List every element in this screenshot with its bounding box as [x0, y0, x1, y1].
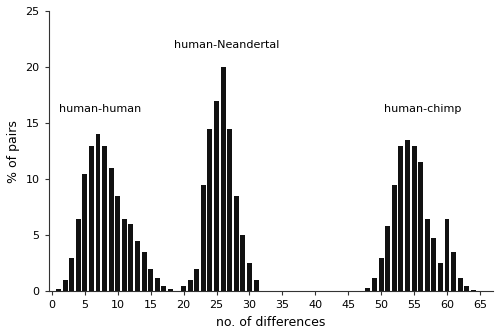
Bar — [201, 185, 206, 291]
Bar — [89, 145, 94, 291]
Bar — [122, 218, 127, 291]
Bar — [220, 67, 226, 291]
Bar — [188, 280, 192, 291]
Y-axis label: % of pairs: % of pairs — [7, 120, 20, 183]
Text: human-Neandertal: human-Neandertal — [174, 40, 279, 50]
Bar — [392, 185, 397, 291]
Bar — [168, 289, 173, 291]
Bar — [227, 129, 232, 291]
Bar — [412, 145, 416, 291]
Bar — [128, 224, 134, 291]
Bar — [385, 226, 390, 291]
Bar — [76, 218, 80, 291]
Bar — [405, 140, 410, 291]
Bar — [240, 235, 246, 291]
Text: human-chimp: human-chimp — [384, 104, 462, 114]
Bar — [56, 289, 61, 291]
Bar — [471, 290, 476, 291]
Bar — [62, 280, 68, 291]
Bar — [247, 263, 252, 291]
Bar — [82, 174, 87, 291]
Bar — [102, 145, 107, 291]
Bar — [96, 134, 100, 291]
Bar — [181, 286, 186, 291]
Bar — [378, 258, 384, 291]
Bar — [451, 252, 456, 291]
Bar — [116, 196, 120, 291]
Bar — [464, 286, 469, 291]
Bar — [458, 278, 462, 291]
Bar — [155, 278, 160, 291]
Bar — [438, 263, 443, 291]
Bar — [214, 101, 219, 291]
Bar — [162, 286, 166, 291]
Bar — [148, 269, 153, 291]
Bar — [254, 280, 258, 291]
Bar — [424, 218, 430, 291]
Bar — [398, 145, 404, 291]
Bar — [432, 238, 436, 291]
Bar — [418, 162, 423, 291]
X-axis label: no. of differences: no. of differences — [216, 316, 326, 329]
Bar — [366, 288, 370, 291]
Bar — [108, 168, 114, 291]
Bar — [135, 241, 140, 291]
Text: human-human: human-human — [58, 104, 141, 114]
Bar — [234, 196, 239, 291]
Bar — [69, 258, 74, 291]
Bar — [444, 218, 450, 291]
Bar — [142, 252, 146, 291]
Bar — [208, 129, 212, 291]
Bar — [372, 278, 377, 291]
Bar — [194, 269, 200, 291]
